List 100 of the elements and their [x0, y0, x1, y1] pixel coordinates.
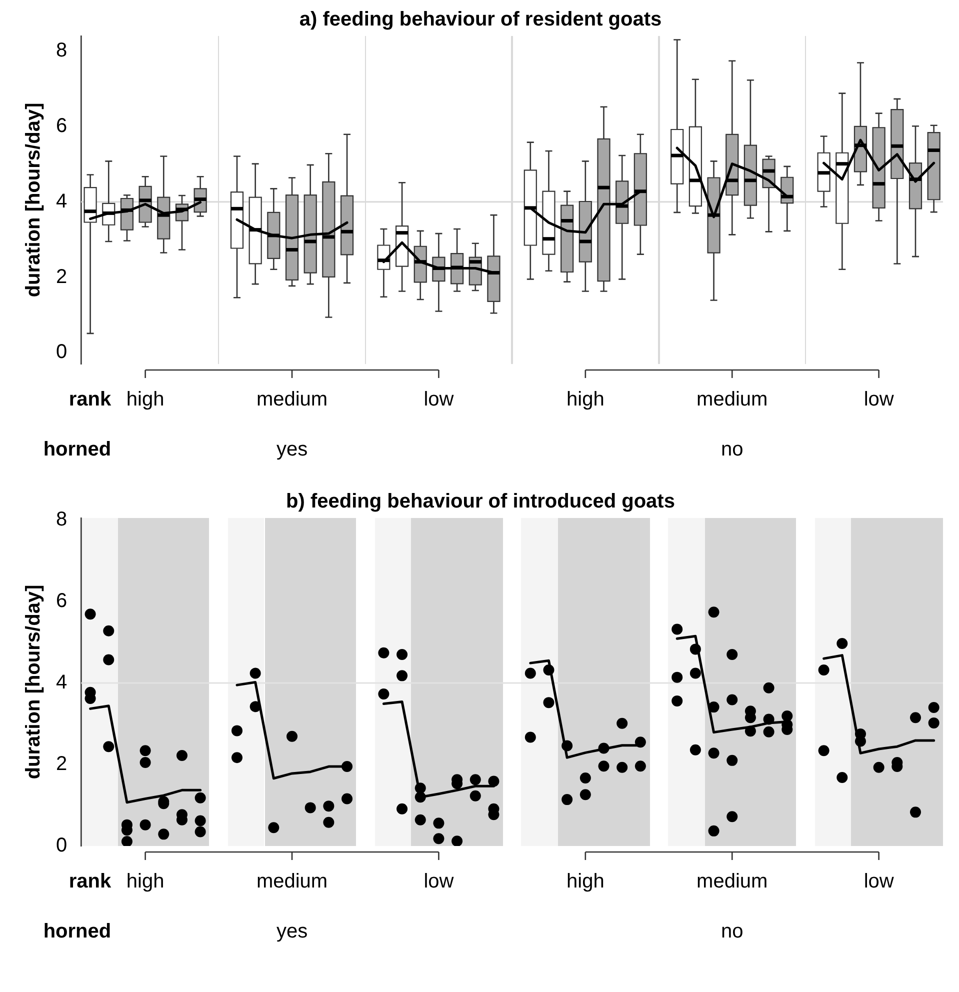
x-tick-label: low — [864, 388, 894, 411]
text: horned — [43, 920, 112, 943]
text: yes — [276, 438, 308, 461]
point — [708, 606, 720, 618]
point — [84, 608, 96, 620]
point — [304, 802, 316, 814]
point — [782, 710, 793, 722]
point — [396, 670, 408, 682]
point — [323, 800, 334, 812]
y-tick-label: 4 — [56, 190, 68, 212]
point — [598, 760, 610, 772]
y-tick-label: 8 — [56, 508, 68, 531]
point — [928, 702, 940, 713]
x-tick-label: medium — [696, 388, 768, 411]
point — [873, 762, 884, 773]
point — [836, 772, 848, 784]
point — [562, 794, 573, 806]
x-tick-label: high — [566, 870, 604, 893]
chart-title: a) feeding behaviour of resident goats — [299, 8, 662, 31]
point — [634, 760, 646, 772]
point — [396, 803, 408, 814]
point — [286, 730, 298, 742]
point — [103, 741, 114, 752]
point — [726, 754, 738, 766]
x-tick-label: low — [424, 388, 454, 411]
point — [672, 624, 683, 635]
point — [708, 748, 720, 759]
y-axis-title: duration [hours/day] — [22, 584, 45, 780]
x-tick-label: medium — [256, 870, 328, 893]
point — [250, 668, 261, 679]
x-tick-label: medium — [256, 388, 328, 411]
point — [616, 718, 628, 729]
y-tick-label: 4 — [56, 672, 68, 694]
text: rank — [68, 388, 112, 411]
x-tick-label: low — [424, 870, 454, 893]
point — [396, 648, 408, 660]
point — [140, 745, 151, 756]
point — [672, 695, 683, 706]
point — [763, 682, 774, 694]
point — [158, 828, 170, 840]
point — [194, 792, 206, 804]
y-axis-title: duration [hours/day] — [22, 102, 45, 298]
point — [726, 694, 738, 706]
point — [836, 638, 848, 649]
text: horned — [43, 438, 112, 461]
point — [910, 712, 921, 724]
text: no — [720, 920, 744, 943]
point — [672, 672, 683, 683]
y-tick-label: 2 — [56, 266, 68, 288]
y-tick-label: 2 — [56, 753, 68, 776]
point — [910, 806, 921, 818]
y-tick-label: 8 — [56, 40, 68, 62]
point — [470, 790, 481, 802]
point — [580, 772, 591, 784]
x-tick-label: low — [864, 870, 894, 893]
point — [543, 697, 554, 708]
y-tick-label: 0 — [56, 341, 68, 364]
point — [268, 822, 280, 834]
point — [818, 664, 830, 676]
point — [414, 814, 426, 826]
y-tick-label: 6 — [56, 115, 68, 137]
point — [726, 648, 738, 660]
point — [121, 836, 132, 846]
x-tick-label: high — [566, 388, 604, 411]
point — [524, 668, 536, 679]
point — [194, 826, 206, 838]
point — [378, 688, 390, 700]
point — [378, 647, 390, 658]
point — [690, 668, 701, 679]
y-tick-label: 0 — [56, 834, 68, 857]
x-tick-label: high — [126, 870, 164, 893]
point — [231, 725, 242, 736]
x-tick-label: high — [126, 388, 164, 411]
point — [818, 745, 830, 756]
point — [433, 833, 444, 844]
point — [176, 750, 188, 762]
point — [524, 732, 536, 743]
x-tick-label: medium — [696, 870, 768, 893]
point — [433, 818, 444, 829]
point — [708, 825, 720, 836]
point — [452, 836, 463, 846]
point — [488, 776, 500, 787]
point — [928, 717, 940, 728]
point — [763, 726, 774, 738]
point — [323, 816, 334, 828]
text: yes — [276, 920, 308, 943]
point — [726, 811, 738, 822]
point — [103, 654, 114, 666]
point — [103, 625, 114, 636]
point — [231, 752, 242, 764]
point — [194, 815, 206, 826]
point — [140, 756, 151, 768]
point — [580, 789, 591, 800]
chart-title: b) feeding behaviour of introduced goats — [286, 490, 675, 513]
point — [690, 744, 701, 756]
point — [342, 793, 353, 804]
point — [470, 774, 481, 786]
point — [140, 819, 151, 830]
text: rank — [68, 870, 112, 893]
point — [616, 762, 628, 773]
